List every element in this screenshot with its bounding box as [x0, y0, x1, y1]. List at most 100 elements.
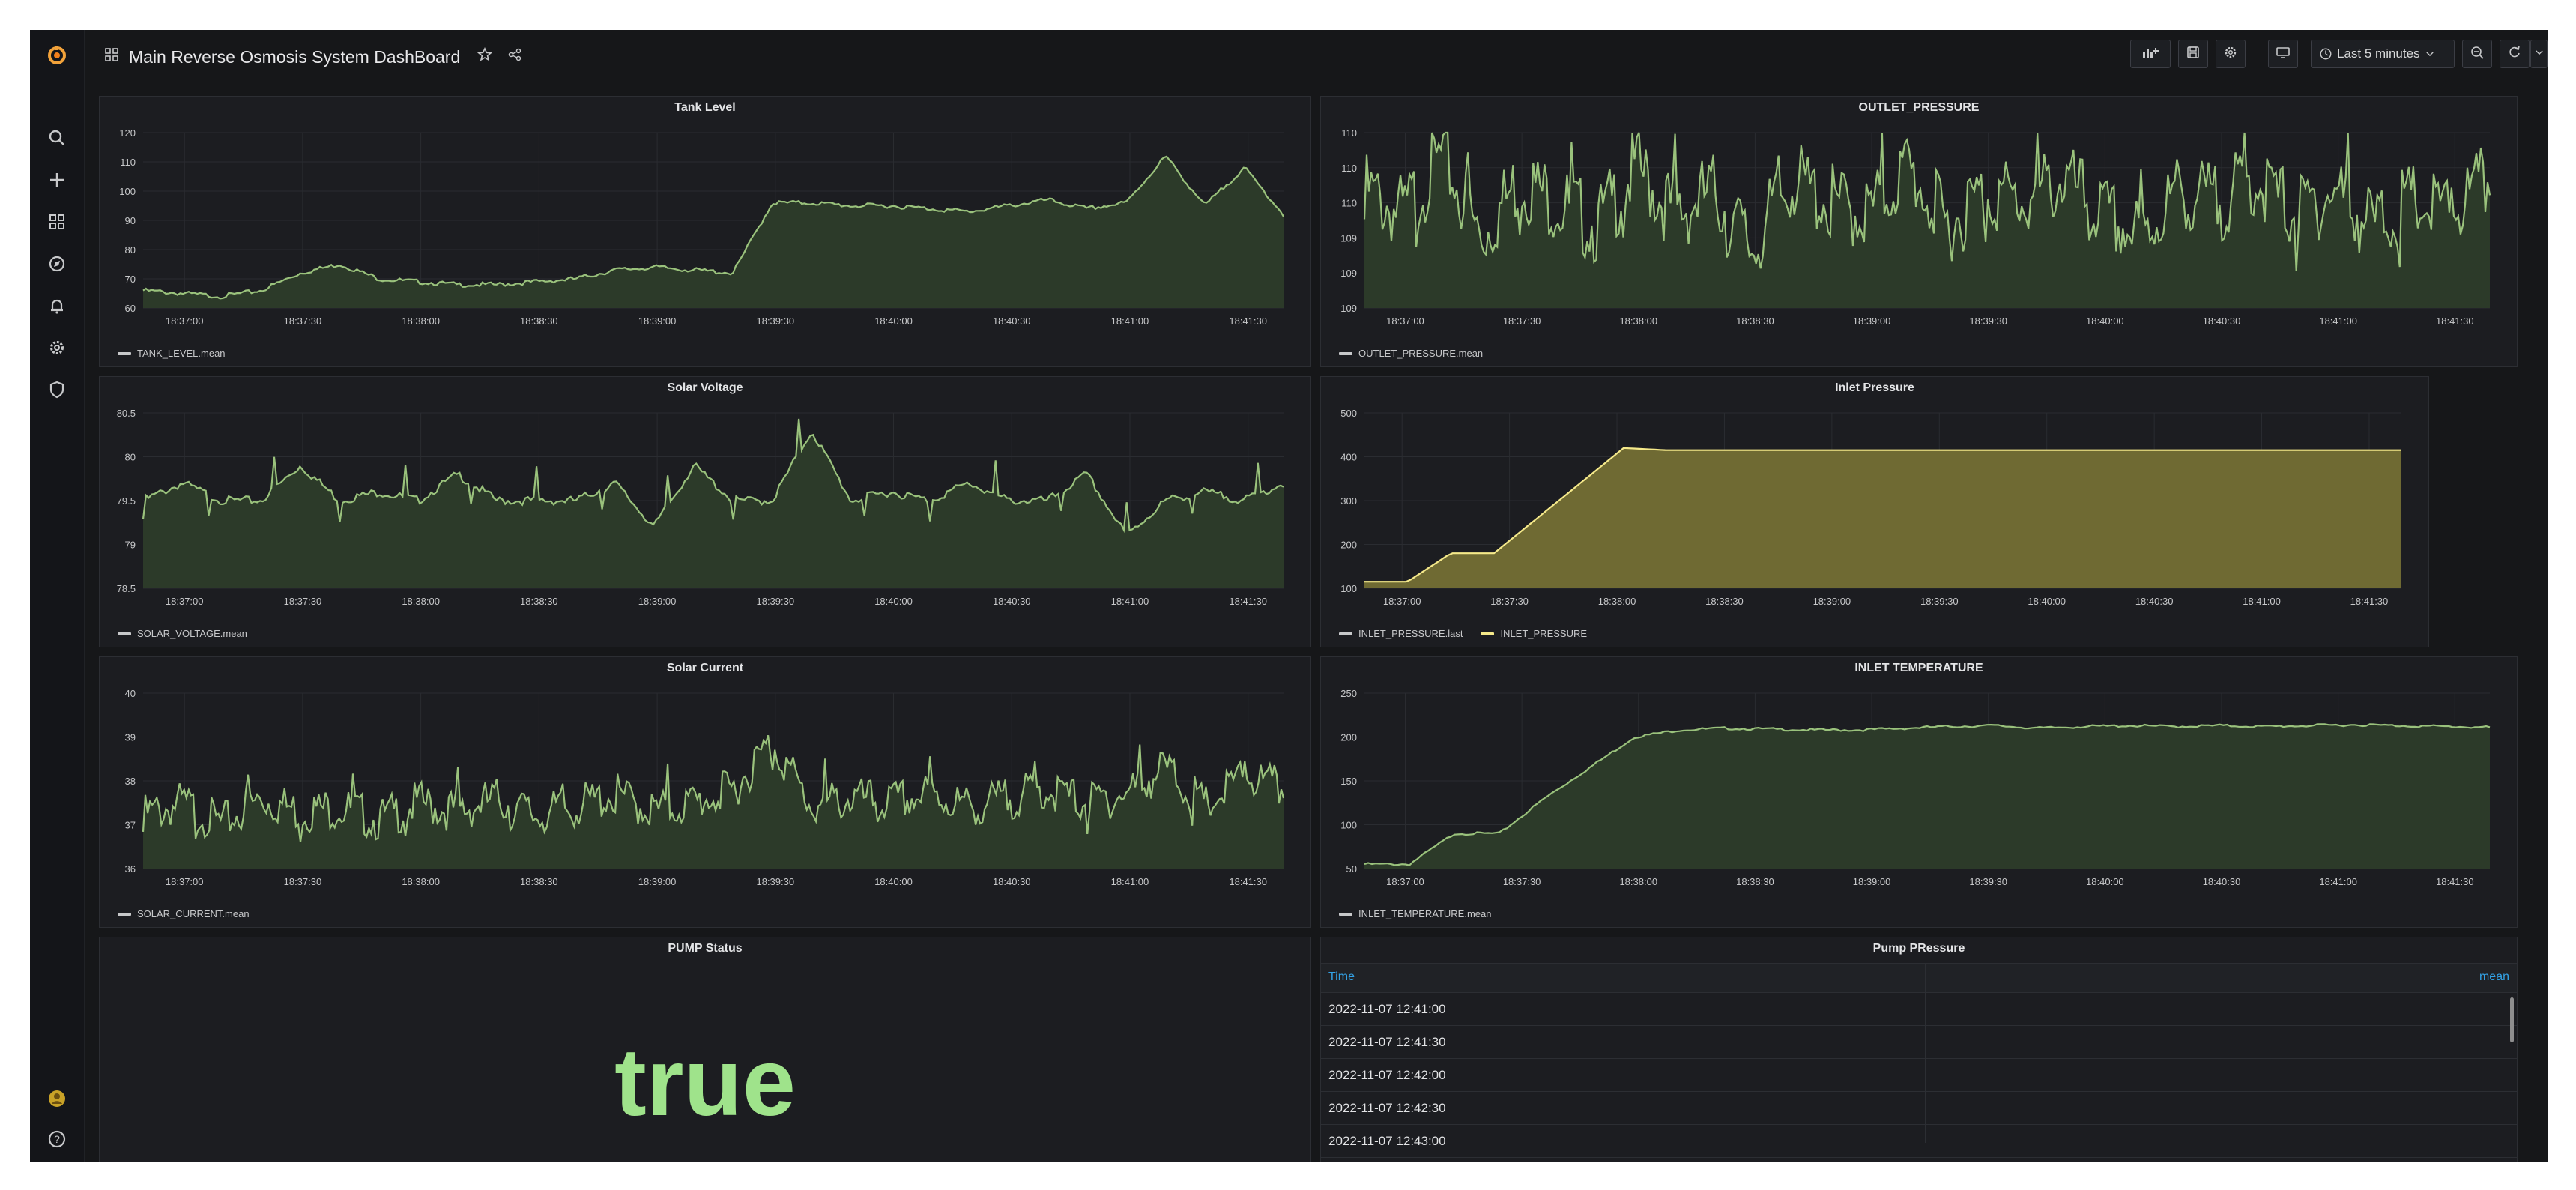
legend: SOLAR_VOLTAGE.mean	[118, 628, 247, 639]
series-line[interactable]	[1364, 723, 2491, 866]
gear-icon[interactable]	[42, 333, 72, 363]
legend-item[interactable]: SOLAR_CURRENT.mean	[118, 908, 250, 919]
tank-level-panel[interactable]: Tank Level 120 110 100 90 80 70 60 18:37:00 18:3…	[99, 96, 1311, 367]
explore-icon[interactable]	[42, 249, 72, 279]
series-area	[143, 418, 1284, 588]
plus-icon[interactable]	[42, 165, 72, 195]
series-line[interactable]	[1364, 447, 2401, 583]
inlet-pressure-panel[interactable]: Inlet Pressure 500 400 300 200 100 18:37:00 18…	[1320, 376, 2429, 647]
x-tick-label: 18:40:30	[993, 315, 1031, 327]
panel-title[interactable]: Inlet Pressure	[1835, 381, 1914, 394]
legend-label: SOLAR_CURRENT.mean	[137, 908, 250, 919]
help-icon[interactable]: ?	[42, 1124, 72, 1154]
alerting-icon[interactable]	[42, 291, 72, 321]
column-header-time[interactable]: Time	[1328, 970, 1355, 983]
y-tick-label: 400	[1340, 452, 1357, 463]
panel-title[interactable]: Tank Level	[674, 101, 736, 114]
legend-item[interactable]: TANK_LEVEL.mean	[118, 348, 226, 359]
y-tick-label: 100	[1340, 820, 1357, 831]
x-tick-label: 18:40:00	[874, 876, 913, 887]
star-icon[interactable]	[474, 40, 496, 69]
refresh-icon	[2507, 45, 2522, 64]
x-tick-label: 18:38:30	[1736, 876, 1774, 887]
x-tick-label: 18:41:00	[1111, 315, 1149, 327]
series-line[interactable]	[1363, 131, 2491, 272]
legend-item[interactable]: INLET_TEMPERATURE.mean	[1339, 908, 1491, 919]
x-tick-label: 18:37:00	[1383, 596, 1421, 607]
pump-status-panel[interactable]: PUMP Status true	[99, 937, 1311, 1162]
tank-level-chart[interactable]: 120 110 100 90 80 70 60 18:37:00 18:37:30 18:38:0…	[100, 97, 1310, 366]
search-icon[interactable]	[42, 123, 72, 153]
x-tick-label: 18:39:30	[756, 876, 794, 887]
table-cell-time: 2022-11-07 12:41:30	[1328, 1035, 1446, 1049]
x-tick-label: 18:39:00	[1813, 596, 1851, 607]
panel-title[interactable]: OUTLET_PRESSURE	[1858, 101, 1980, 114]
series-line[interactable]	[142, 734, 1285, 842]
inlet-pressure-chart[interactable]: 500 400 300 200 100 18:37:00 18:37:30 18:38:00 1…	[1321, 377, 2428, 647]
tv-mode-button[interactable]	[2268, 40, 2298, 68]
dashboards-icon[interactable]	[42, 207, 72, 237]
panel-title[interactable]: Solar Voltage	[667, 381, 743, 394]
panel-title[interactable]: Solar Current	[666, 662, 744, 674]
stat-value: true	[614, 1029, 796, 1136]
y-tick-label: 200	[1340, 732, 1357, 743]
legend: TANK_LEVEL.mean	[118, 348, 226, 359]
x-tick-label: 18:38:30	[520, 315, 558, 327]
x-tick-label: 18:38:00	[402, 876, 440, 887]
x-tick-label: 18:40:30	[2203, 315, 2241, 327]
legend-item[interactable]: INLET_PRESSURE.last	[1339, 628, 1463, 639]
y-tick-label: 80	[125, 452, 136, 463]
add-panel-button[interactable]	[2130, 40, 2171, 68]
x-tick-label: 18:40:30	[993, 876, 1031, 887]
legend-swatch	[118, 912, 131, 916]
outlet-pressure-chart[interactable]: 110 110 110 109 109 109 18:37:00 18:37:30 18:38:…	[1321, 97, 2517, 366]
zoom-out-button[interactable]	[2462, 40, 2492, 68]
refresh-interval-dropdown[interactable]	[2530, 40, 2548, 68]
legend-swatch	[1339, 632, 1352, 635]
legend-item[interactable]: INLET_PRESSURE	[1481, 628, 1587, 639]
x-tick-label: 18:37:30	[1490, 596, 1529, 607]
y-tick-label: 109	[1340, 303, 1357, 314]
solar-current-chart[interactable]: 40 39 38 37 36 18:37:00 18:37:30 18:38:00 18:38:…	[100, 657, 1310, 927]
x-tick-label: 18:41:00	[2319, 315, 2357, 327]
settings-button[interactable]	[2216, 40, 2246, 68]
y-tick-label: 500	[1340, 408, 1357, 419]
legend-item[interactable]: SOLAR_VOLTAGE.mean	[118, 628, 247, 639]
save-button[interactable]	[2178, 40, 2208, 68]
x-tick-label: 18:38:00	[1619, 315, 1657, 327]
column-header-mean[interactable]: mean	[2479, 970, 2509, 983]
shield-icon[interactable]	[42, 375, 72, 405]
inlet-temperature-chart[interactable]: 250 200 150 100 50 18:37:00 18:37:30 18:38:00 18…	[1321, 657, 2517, 927]
grafana-logo-icon[interactable]	[42, 40, 72, 70]
table-header-row: Time mean	[1321, 963, 2517, 993]
dashboard-title[interactable]: Main Reverse Osmosis System DashBoard	[129, 47, 461, 67]
x-tick-label: 18:39:00	[638, 876, 677, 887]
legend-item[interactable]: OUTLET_PRESSURE.mean	[1339, 348, 1483, 359]
panel-title[interactable]: Pump PRessure	[1872, 942, 1965, 955]
time-picker-button[interactable]: Last 5 minutes	[2311, 40, 2455, 68]
refresh-button[interactable]	[2500, 40, 2530, 68]
user-avatar-icon[interactable]	[42, 1084, 72, 1114]
series-line[interactable]	[142, 418, 1284, 534]
inlet-temperature-panel[interactable]: INLET TEMPERATURE 250 200 150 100 50 18:37:00…	[1320, 656, 2518, 928]
solar-current-panel[interactable]: Solar Current 40 39 38 37 36 18:37:00 18:37:30…	[99, 656, 1311, 928]
outlet-pressure-panel[interactable]: OUTLET_PRESSURE 110 110 110 109 109 109 18:37:…	[1320, 96, 2518, 367]
x-tick-label: 18:40:00	[874, 596, 913, 607]
panel-title[interactable]: PUMP Status	[668, 942, 743, 955]
chevron-down-icon	[2534, 47, 2545, 61]
series-line[interactable]	[142, 155, 1284, 300]
solar-voltage-panel[interactable]: Solar Voltage 80.5 80 79.5 79 78.5 18:37:00 18…	[99, 376, 1311, 647]
x-tick-label: 18:41:00	[1111, 596, 1149, 607]
table-scrollbar[interactable]	[2510, 997, 2514, 1042]
share-icon[interactable]	[504, 40, 526, 69]
y-tick-label: 150	[1340, 776, 1357, 787]
y-tick-label: 79.5	[117, 495, 136, 507]
legend: INLET_PRESSURE.last INLET_PRESSURE	[1339, 628, 1587, 639]
clock-icon	[2319, 47, 2332, 61]
pump-pressure-panel[interactable]: Pump PRessure Time mean 2022-11-07 12:41…	[1320, 937, 2518, 1162]
y-tick-label: 110	[120, 157, 136, 168]
panel-title[interactable]: INLET TEMPERATURE	[1854, 662, 1983, 674]
solar-voltage-chart[interactable]: 80.5 80 79.5 79 78.5 18:37:00 18:37:30 18:38:00…	[100, 377, 1310, 647]
top-bar: Main Reverse Osmosis System DashBoard	[84, 30, 2548, 84]
y-tick-label: 38	[125, 776, 136, 787]
